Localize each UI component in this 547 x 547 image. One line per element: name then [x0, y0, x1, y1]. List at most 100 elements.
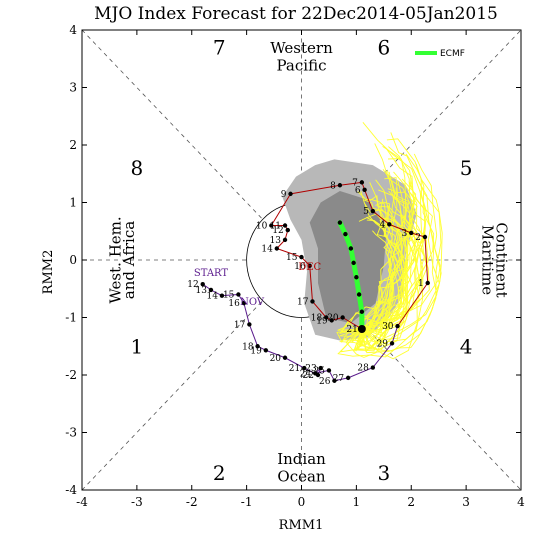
x-tick-label: -2 [186, 495, 198, 509]
ecmf-mean-point [337, 220, 343, 225]
ensemble-member-track [361, 199, 406, 342]
observed-point [370, 365, 376, 370]
observed-day-label: 4 [380, 220, 386, 230]
ensemble-member-track [361, 194, 400, 335]
phase-number: 4 [460, 334, 473, 358]
observed-segment [397, 282, 429, 327]
observed-point [340, 315, 345, 320]
observed-segment [364, 189, 374, 212]
observed-day-label: 10 [256, 222, 268, 232]
observed-point [318, 365, 323, 371]
phase-number: 7 [213, 35, 226, 59]
observed-point [362, 187, 367, 193]
observed-point [326, 368, 332, 373]
observed-point [274, 246, 280, 251]
x-tick-label: 0 [298, 495, 306, 509]
x-tick-label: -3 [131, 495, 143, 509]
ensemble-member-track [361, 143, 413, 331]
observed-day-label: 3 [402, 229, 408, 239]
observed-point [299, 254, 304, 260]
phase-guide-line [81, 29, 263, 220]
observed-point [329, 318, 334, 323]
y-tick-label: 3 [69, 81, 77, 95]
x-axis-title: RMM1 [279, 518, 324, 533]
legend-label-ecmf: ECMF [440, 49, 465, 59]
observed-day-label: 20 [327, 314, 339, 324]
observed-day-label: 21 [289, 364, 300, 374]
ensemble-member-track [361, 171, 418, 338]
observed-segment [372, 343, 393, 368]
observed-day-label: 28 [357, 364, 369, 374]
ensemble-member-track [361, 132, 438, 352]
ecmf-mean-point [359, 309, 365, 314]
observed-segment [411, 232, 426, 238]
start-label: START [194, 268, 229, 279]
observed-day-label: 16 [294, 262, 306, 272]
ecmf-mean-point [343, 231, 348, 237]
phase-number: 8 [131, 156, 144, 180]
observed-segment [309, 265, 313, 302]
observed-day-label: 17 [234, 320, 246, 330]
month-label: NOV [240, 297, 265, 308]
observed-point [285, 227, 290, 233]
y-tick-label: -2 [65, 368, 77, 382]
ensemble-member-track [361, 153, 442, 354]
observed-segment [248, 324, 259, 347]
spread-inner [309, 191, 387, 324]
phase-number: 3 [377, 461, 390, 485]
ensemble-member-track [337, 219, 394, 331]
observed-segment [243, 303, 250, 325]
observed-day-label: 21 [346, 325, 357, 335]
region-label-bottom: Indian [277, 450, 326, 468]
ensemble-member-track [361, 138, 435, 351]
observed-point [247, 322, 252, 327]
observed-segment [312, 301, 327, 318]
observed-point [302, 365, 307, 371]
observed-day-label: 25 [313, 366, 325, 376]
observed-day-label: 29 [377, 339, 389, 349]
observed-day-label: 16 [228, 299, 240, 309]
phase-number: 5 [460, 156, 473, 180]
observed-segment [389, 223, 412, 234]
observed-point [337, 183, 343, 188]
ensemble-members [336, 122, 443, 360]
ensemble-member-track [353, 198, 400, 352]
observed-day-label: 8 [330, 181, 336, 191]
observed-point [200, 281, 205, 287]
region-label-top: Western [270, 39, 333, 57]
region-label-left: West. Hem. [106, 216, 124, 303]
ensemble-member-track [361, 177, 410, 332]
observed-segment [315, 369, 330, 374]
region-label-bottom: Ocean [277, 467, 326, 485]
x-tick-label: 1 [353, 495, 361, 509]
observed-day-label: 15 [286, 253, 298, 263]
observed-point [255, 344, 260, 349]
observed-day-label: 6 [355, 186, 361, 196]
observed-segment [290, 184, 340, 195]
observed-day-label: 5 [363, 207, 369, 217]
observed-day-label: 14 [206, 292, 218, 302]
ensemble-member-track [352, 206, 425, 334]
ensemble-member-track [337, 178, 428, 358]
observed-day-label: 13 [196, 286, 208, 296]
observed-point [288, 191, 293, 197]
y-tick-label: 0 [69, 253, 77, 267]
observed-day-label: 12 [272, 226, 283, 236]
observed-point [263, 348, 269, 353]
observed-point [269, 223, 274, 228]
ecmf-mean-point [356, 292, 362, 297]
observed-point [395, 323, 400, 329]
observed-point [345, 375, 351, 381]
ecmf-mean-point [354, 275, 359, 280]
observed-day-label: 19 [316, 316, 328, 326]
y-axis-title: RMM2 [41, 250, 56, 295]
region-label-right: Maritime [479, 225, 497, 295]
observed-segment [424, 236, 429, 284]
observed-point [282, 237, 288, 243]
y-tick-label: 2 [69, 138, 77, 152]
observed-day-label: 20 [270, 354, 282, 364]
ecmf-mean-line [337, 220, 365, 332]
